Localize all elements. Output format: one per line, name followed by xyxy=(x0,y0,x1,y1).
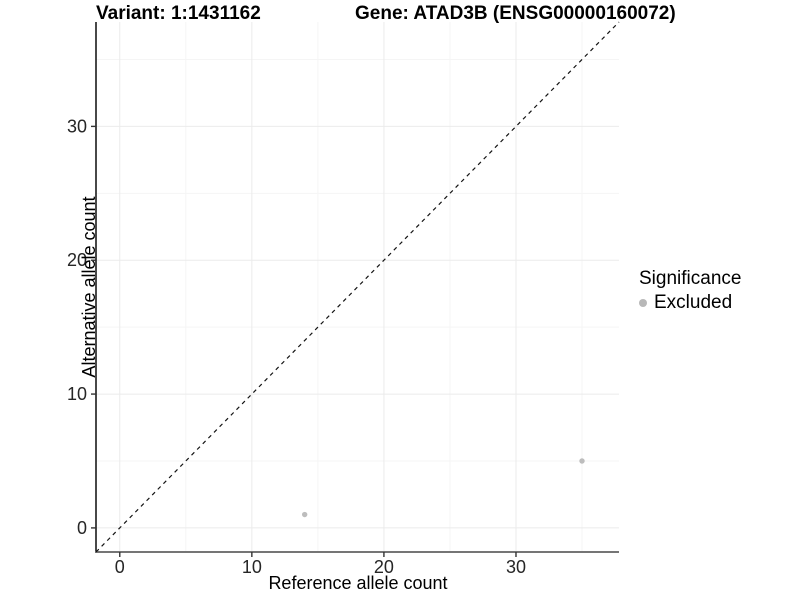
y-tick-label: 10 xyxy=(67,384,87,404)
variant-title: Variant: 1:1431162 xyxy=(96,3,261,24)
y-axis-title: Alternative allele count xyxy=(79,196,99,378)
x-tick-label: 30 xyxy=(506,557,526,577)
x-axis-title: Reference allele count xyxy=(268,573,448,593)
y-tick-label: 20 xyxy=(67,250,87,270)
identity-dashed-line xyxy=(95,21,620,553)
gene-title: Gene: ATAD3B (ENSG00000160072) xyxy=(355,3,676,24)
legend-title: Significance xyxy=(639,268,742,289)
data-point xyxy=(301,511,308,518)
x-tick-label: 10 xyxy=(242,557,262,577)
legend-item-label: Excluded xyxy=(654,292,733,313)
y-tick-label: 0 xyxy=(77,518,87,538)
legend-item-excluded: Excluded xyxy=(639,292,741,314)
y-tick-label: 30 xyxy=(67,116,87,136)
data-point xyxy=(579,458,585,464)
x-tick-label: 20 xyxy=(374,557,394,577)
excluded-point-icon xyxy=(639,299,647,307)
legend: Significance Excluded xyxy=(639,268,741,314)
x-tick-label: 0 xyxy=(115,557,125,577)
